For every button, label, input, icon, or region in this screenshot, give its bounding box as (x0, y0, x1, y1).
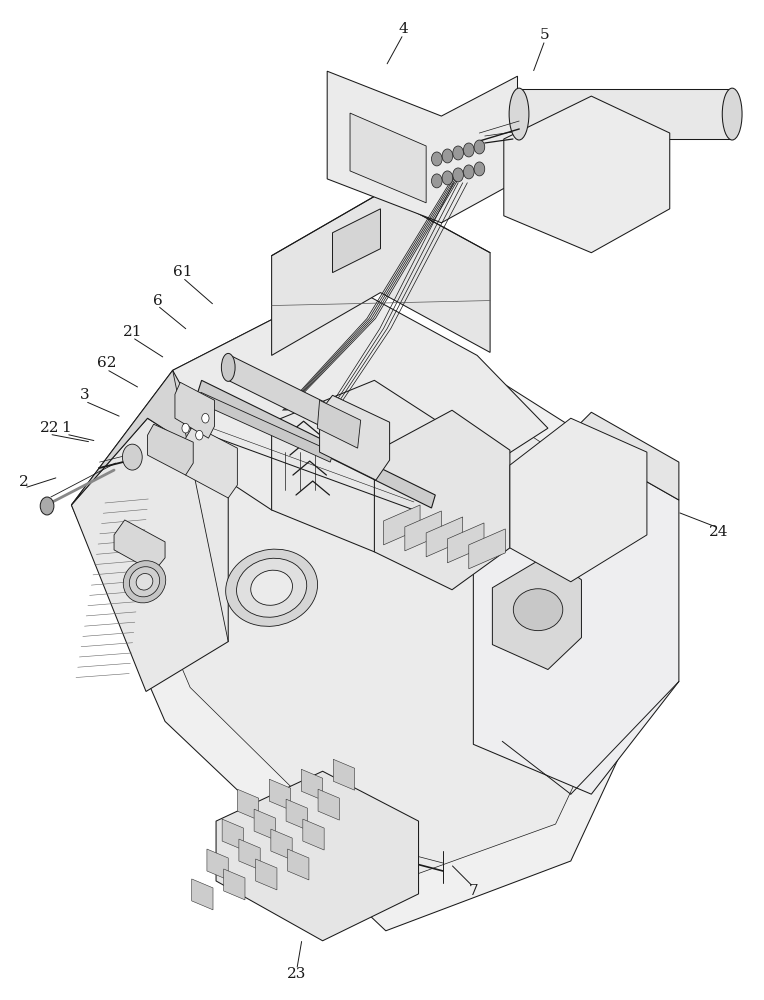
Circle shape (453, 146, 464, 160)
Polygon shape (114, 309, 643, 884)
Polygon shape (173, 283, 548, 510)
Ellipse shape (222, 353, 235, 381)
Text: 5: 5 (540, 28, 550, 42)
Polygon shape (198, 380, 435, 508)
Ellipse shape (129, 567, 160, 597)
Polygon shape (175, 382, 215, 438)
Polygon shape (271, 829, 292, 860)
Ellipse shape (237, 558, 306, 617)
Polygon shape (272, 193, 490, 355)
Polygon shape (510, 418, 647, 582)
Ellipse shape (123, 561, 166, 603)
Polygon shape (224, 869, 245, 900)
Circle shape (464, 165, 474, 179)
Polygon shape (519, 89, 732, 139)
Polygon shape (71, 418, 228, 691)
Ellipse shape (509, 88, 529, 140)
Circle shape (40, 497, 54, 515)
Circle shape (474, 162, 485, 176)
Polygon shape (503, 96, 670, 253)
Polygon shape (474, 450, 679, 794)
Polygon shape (147, 424, 193, 475)
Polygon shape (207, 849, 228, 880)
Polygon shape (286, 799, 307, 830)
Text: 23: 23 (287, 967, 306, 981)
Polygon shape (186, 425, 238, 498)
Polygon shape (384, 505, 420, 545)
Polygon shape (198, 392, 333, 462)
Polygon shape (333, 759, 354, 790)
Polygon shape (405, 511, 442, 551)
Polygon shape (270, 779, 290, 810)
Text: 7: 7 (468, 884, 478, 898)
Polygon shape (216, 771, 419, 941)
Text: 6: 6 (153, 294, 162, 308)
Text: 61: 61 (173, 265, 193, 279)
Ellipse shape (722, 88, 742, 140)
Polygon shape (71, 283, 670, 931)
Polygon shape (238, 789, 259, 820)
Polygon shape (239, 839, 261, 870)
Ellipse shape (513, 589, 563, 631)
Text: 22: 22 (40, 421, 59, 435)
Text: 2: 2 (19, 475, 29, 489)
Circle shape (464, 143, 474, 157)
Polygon shape (114, 520, 165, 572)
Polygon shape (374, 410, 510, 590)
Circle shape (453, 168, 464, 182)
Polygon shape (303, 819, 324, 850)
Polygon shape (317, 400, 361, 448)
Circle shape (432, 152, 442, 166)
Polygon shape (474, 412, 679, 568)
Polygon shape (469, 529, 505, 569)
Polygon shape (318, 789, 339, 820)
Text: 4: 4 (399, 22, 408, 36)
Ellipse shape (251, 570, 293, 605)
Polygon shape (319, 395, 390, 480)
Circle shape (196, 430, 203, 440)
Polygon shape (327, 71, 517, 223)
Polygon shape (272, 380, 439, 552)
Polygon shape (254, 809, 276, 840)
Polygon shape (256, 859, 277, 890)
Circle shape (442, 171, 453, 185)
Polygon shape (492, 555, 581, 670)
Polygon shape (228, 354, 325, 428)
Ellipse shape (136, 573, 153, 590)
Circle shape (474, 140, 485, 154)
Circle shape (202, 413, 209, 423)
Polygon shape (222, 819, 244, 850)
Circle shape (442, 149, 453, 163)
Polygon shape (448, 523, 484, 563)
Text: 3: 3 (80, 388, 90, 402)
Polygon shape (350, 113, 426, 203)
Text: 1: 1 (61, 421, 71, 435)
Polygon shape (192, 879, 213, 910)
Polygon shape (426, 517, 463, 557)
Text: 62: 62 (97, 356, 116, 370)
Polygon shape (301, 769, 322, 800)
Text: 21: 21 (122, 325, 142, 339)
Circle shape (182, 423, 189, 433)
Polygon shape (287, 849, 309, 880)
Text: 24: 24 (709, 525, 728, 539)
Polygon shape (332, 209, 380, 273)
Polygon shape (71, 370, 228, 505)
Circle shape (122, 444, 142, 470)
Circle shape (432, 174, 442, 188)
Ellipse shape (225, 549, 318, 626)
